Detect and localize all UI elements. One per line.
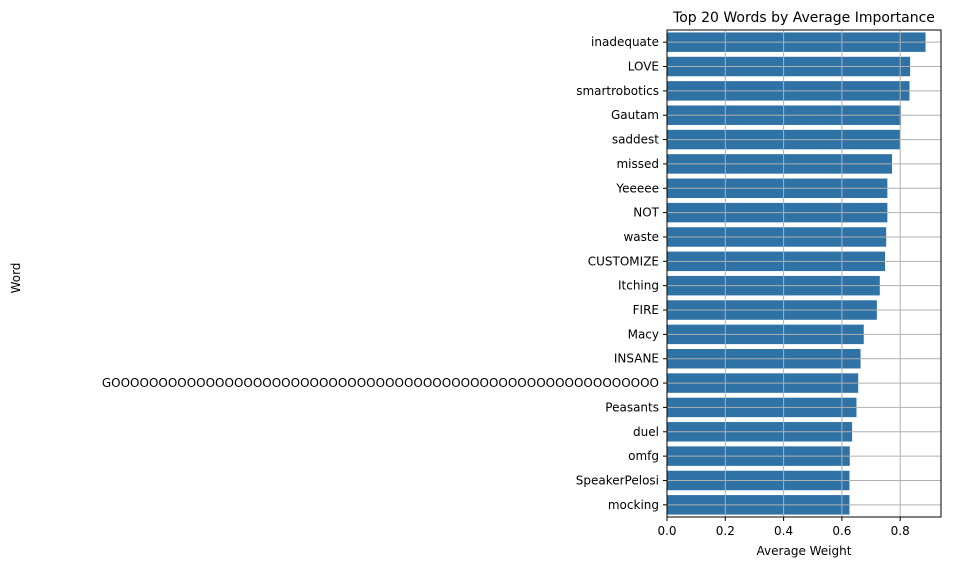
- y-tick-label: mocking: [608, 498, 659, 512]
- y-tick-label: duel: [633, 425, 659, 439]
- y-tick-label: inadequate: [591, 35, 659, 49]
- y-tick-label: Itching: [618, 279, 659, 293]
- x-tick-label: 0.8: [891, 524, 910, 538]
- y-tick-label: Macy: [628, 327, 659, 341]
- y-tick-label: INSANE: [614, 352, 659, 366]
- y-tick-label: LOVE: [628, 60, 659, 74]
- x-axis-label: Average Weight: [757, 544, 852, 558]
- y-tick-label: smartrobotics: [576, 84, 659, 98]
- x-tick-label: 0.6: [832, 524, 851, 538]
- x-tick-label: 0.2: [716, 524, 735, 538]
- y-axis-label: Word: [9, 263, 23, 294]
- bars: [667, 32, 926, 515]
- plot-frame: [666, 29, 942, 518]
- y-tick-label: missed: [616, 157, 659, 171]
- y-tick-label: NOT: [633, 206, 659, 220]
- y-tick-label: Yeeeee: [615, 181, 659, 195]
- chart-title: Top 20 Words by Average Importance: [672, 10, 935, 26]
- y-tick-label: GOOOOOOOOOOOOOOOOOOOOOOOOOOOOOOOOOOOOOOO…: [102, 376, 659, 390]
- x-tick-label: 0.4: [774, 524, 793, 538]
- axes: [663, 29, 942, 521]
- y-tick-label: saddest: [612, 133, 659, 147]
- gridlines: [666, 30, 941, 517]
- y-tick-label: waste: [623, 230, 659, 244]
- y-tick-label: CUSTOMIZE: [588, 254, 659, 268]
- y-tick-label: FIRE: [633, 303, 659, 317]
- y-tick-label: SpeakerPelosi: [576, 473, 659, 487]
- labels: 0.0 0.2 0.4 0.6 0.8 inadequate LOVE smartroboti…: [102, 35, 910, 538]
- x-tick-label: 0.0: [657, 524, 676, 538]
- y-tick-label: Gautam: [611, 108, 659, 122]
- y-tick-label: omfg: [628, 449, 659, 463]
- y-tick-label: Peasants: [605, 400, 659, 414]
